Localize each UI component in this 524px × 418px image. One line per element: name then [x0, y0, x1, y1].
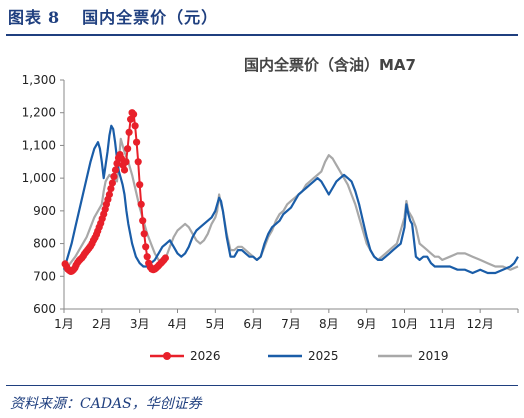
- data-point-2026: [139, 217, 147, 225]
- data-point-2026: [110, 172, 118, 181]
- x-tick-label: 1月: [54, 317, 74, 331]
- x-tick-label: 12月: [467, 317, 494, 331]
- chart-series-layer: [61, 109, 519, 275]
- chart-title: 国内全票价（含油）MA7: [244, 56, 416, 74]
- data-point-2026: [105, 190, 113, 199]
- data-point-2026: [111, 166, 120, 174]
- data-point-2026: [122, 158, 130, 166]
- x-tick-label: 9月: [357, 317, 377, 331]
- y-tick-label: 1,200: [22, 106, 56, 120]
- data-point-2026: [161, 254, 169, 262]
- x-tick-label: 11月: [429, 317, 456, 331]
- chart-legend: 2026 2025 2019: [150, 349, 449, 363]
- x-tick-label: 10月: [391, 317, 418, 331]
- data-point-2026: [136, 181, 144, 189]
- footer-divider: [6, 385, 518, 386]
- figure-label: 图表: [8, 8, 43, 27]
- data-point-2026: [130, 110, 138, 118]
- data-point-2026: [134, 158, 142, 166]
- source-note: 资料来源：CADAS，华创证券: [10, 396, 202, 412]
- data-point-2026: [131, 122, 139, 130]
- legend-label-2019: 2019: [418, 349, 449, 363]
- title-divider: [6, 34, 518, 36]
- y-tick-label: 700: [33, 269, 56, 283]
- x-tick-label: 6月: [243, 317, 263, 331]
- data-point-2026: [137, 200, 145, 208]
- figure-number: 8: [48, 8, 61, 27]
- data-point-2026: [113, 159, 121, 167]
- legend-label-2026: 2026: [190, 349, 221, 363]
- legend-marker-2026: [163, 352, 171, 360]
- figure-caption: 国内全票价（元）: [82, 8, 219, 27]
- x-tick-label: 3月: [130, 317, 150, 331]
- data-point-2026: [133, 138, 141, 146]
- x-tick-label: 5月: [206, 317, 226, 331]
- figure-title: 图表 8 国内全票价（元）: [8, 4, 218, 28]
- data-point-2026: [107, 185, 115, 193]
- y-tick-label: 1,100: [22, 138, 56, 152]
- y-tick-label: 1,300: [22, 73, 56, 87]
- y-tick-label: 900: [33, 204, 56, 218]
- data-point-2026: [140, 230, 148, 238]
- data-point-2026: [120, 166, 129, 174]
- y-tick-label: 800: [33, 237, 56, 251]
- series-line-2025: [62, 124, 519, 275]
- x-tick-label: 4月: [168, 317, 188, 331]
- legend-label-2025: 2025: [308, 349, 339, 363]
- x-tick-label: 8月: [319, 317, 339, 331]
- data-point-2026: [124, 145, 132, 153]
- data-point-2026: [142, 243, 150, 251]
- data-point-2026: [108, 179, 116, 187]
- x-tick-label: 7月: [281, 317, 301, 331]
- data-point-2026: [125, 128, 133, 136]
- y-tick-label: 600: [33, 302, 56, 316]
- data-point-2026: [143, 253, 151, 261]
- series-line-2019: [63, 137, 519, 271]
- y-tick-label: 1,000: [22, 171, 56, 185]
- x-tick-label: 2月: [92, 317, 112, 331]
- chart-axes: 600 700 800 900 1,000 1,100 1,200 1,300 1月 2月 3月 4月…: [22, 73, 519, 331]
